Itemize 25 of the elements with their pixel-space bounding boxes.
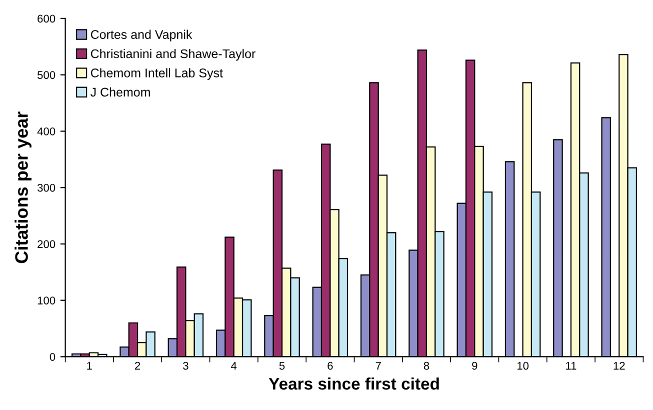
x-axis-title: Years since first cited	[268, 377, 439, 390]
x-tick-label: 12	[614, 362, 625, 370]
legend-label: Chemom Intell Lab Syst	[90, 68, 223, 80]
x-tick-label: 3	[183, 362, 188, 370]
y-tick-label: 500	[37, 71, 56, 79]
y-axis-title: Citations per year	[14, 112, 32, 264]
y-tick-label: 300	[37, 184, 56, 192]
y-tick-label: 600	[38, 14, 56, 23]
legend-label: Christianini and Shawe-Taylor	[90, 48, 256, 61]
y-tick-label: 400	[37, 127, 56, 136]
x-tick-label: 2	[135, 362, 140, 370]
x-tick-label: 5	[279, 362, 285, 370]
y-tick-label: 0	[50, 352, 56, 361]
y-tick-label: 100	[38, 296, 56, 304]
legend-label: Cortes and Vapnik	[90, 30, 192, 42]
x-tick-label: 6	[328, 362, 333, 370]
x-tick-label: 11	[566, 362, 576, 370]
legend-label: J Chemom	[90, 87, 150, 97]
x-tick-label: 9	[472, 362, 478, 370]
x-tick-label: 7	[376, 362, 381, 370]
x-tick-label: 4	[231, 362, 237, 370]
x-tick-label: 10	[517, 362, 529, 370]
y-tick-label: 200	[38, 240, 56, 248]
x-tick-label: 8	[424, 362, 430, 370]
x-tick-label: 1	[87, 362, 92, 370]
